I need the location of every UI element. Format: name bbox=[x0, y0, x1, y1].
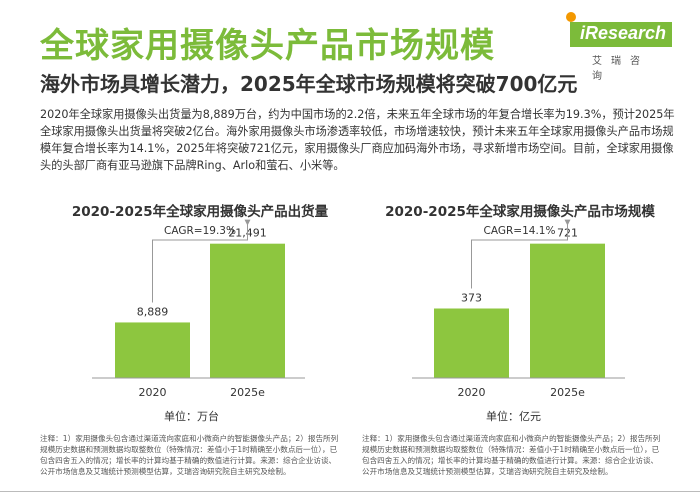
data-label-2020: 8,889 bbox=[137, 305, 169, 318]
x-tick-2020: 2020 bbox=[139, 386, 167, 399]
cagr-arrow-icon bbox=[564, 219, 571, 226]
bar-2020 bbox=[434, 308, 509, 378]
cagr-annotation: CAGR=19.3% bbox=[164, 225, 236, 237]
cagr-arrow-icon bbox=[244, 219, 251, 226]
bar-2020 bbox=[115, 322, 190, 378]
page-subtitle: 海外市场具增长潜力，2025年全球市场规模将突破700亿元 bbox=[40, 72, 578, 96]
data-label-2020: 373 bbox=[461, 291, 482, 304]
unit-label-shipments: 单位：万台 bbox=[164, 410, 219, 423]
footnote-left: 注释：1）家用摄像头包含通过渠道流向家庭和小微商户的智能摄像头产品；2）报告所列… bbox=[40, 434, 339, 476]
unit-label-market-size: 单位：亿元 bbox=[486, 410, 541, 423]
cagr-bracket bbox=[471, 223, 568, 289]
logo-wordmark: iResearch bbox=[565, 12, 673, 47]
iresearch-logo: iResearch 艾瑞咨询 bbox=[565, 12, 673, 82]
bar-2025e bbox=[530, 243, 605, 378]
x-tick-2025e: 2025e bbox=[230, 386, 265, 399]
x-tick-2020: 2020 bbox=[458, 386, 486, 399]
cagr-bracket bbox=[152, 223, 248, 303]
x-tick-2025e: 2025e bbox=[550, 386, 585, 399]
footer-divider bbox=[0, 491, 700, 492]
footnote-right: 注释：1）家用摄像头包含通过渠道流向家庭和小微商户的智能摄像头产品；2）报告所列… bbox=[362, 434, 661, 476]
chart-title-shipments: 2020-2025年全球家用摄像头产品出货量 bbox=[71, 204, 329, 220]
cagr-annotation: CAGR=14.1% bbox=[484, 225, 556, 237]
bar-2025e bbox=[210, 243, 285, 378]
summary-paragraph: 2020年全球家用摄像头出货量为8,889万台，约为中国市场的2.2倍，未来五年… bbox=[40, 108, 675, 172]
logo-subtext: 艾瑞咨询 bbox=[592, 56, 649, 82]
page-title: 全球家用摄像头产品市场规模 bbox=[40, 26, 495, 66]
chart-title-market-size: 2020-2025年全球家用摄像头产品市场规模 bbox=[385, 204, 655, 220]
